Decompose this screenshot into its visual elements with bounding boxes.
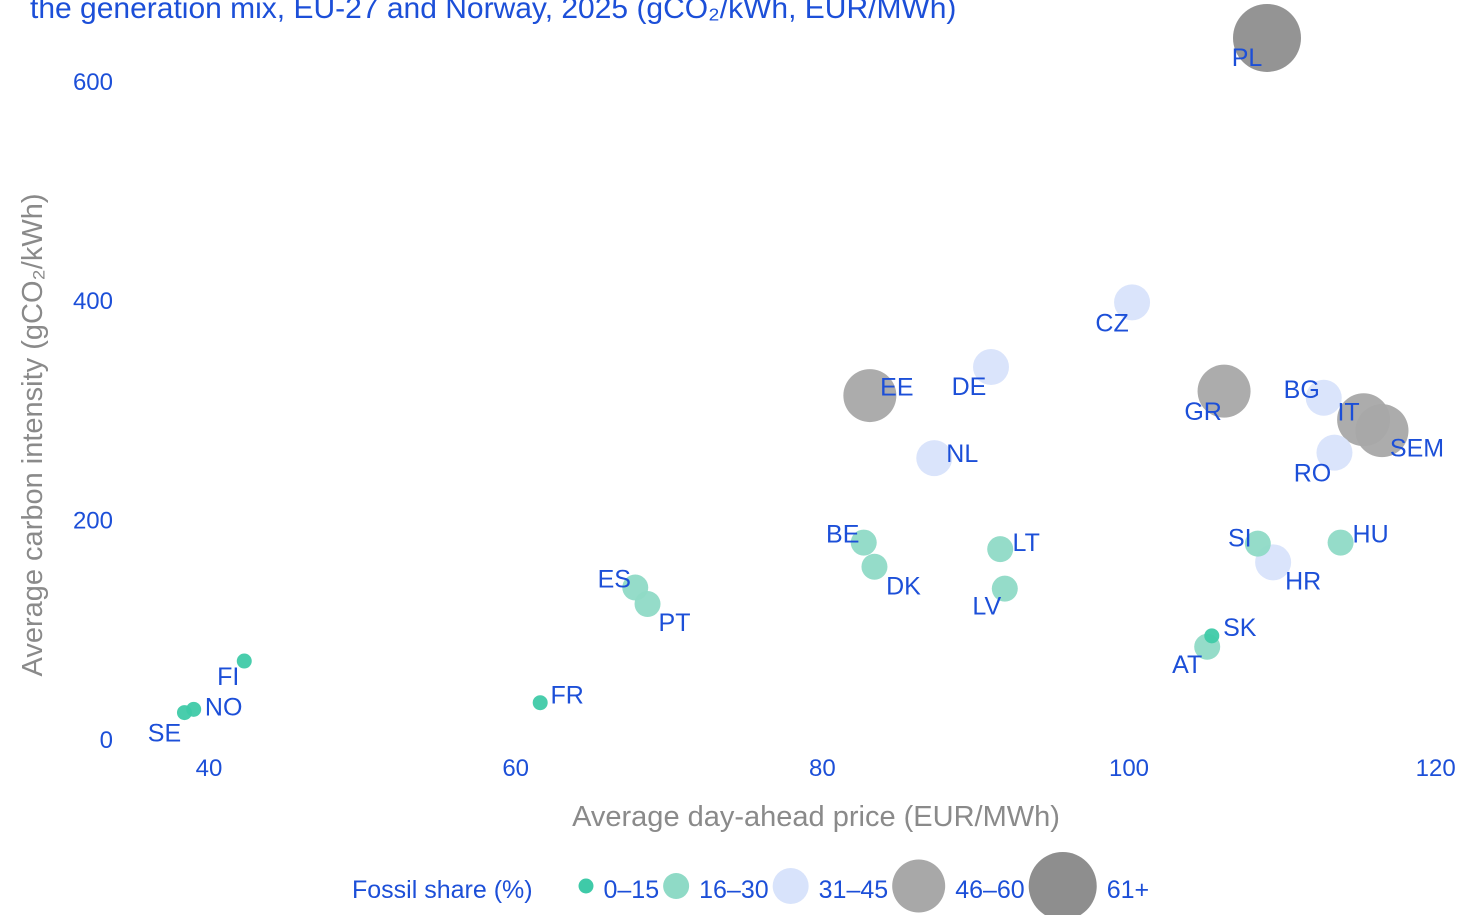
bubble — [1197, 364, 1251, 418]
bubble — [987, 536, 1014, 563]
point-label: RO — [1294, 460, 1332, 488]
bubble — [861, 553, 888, 580]
bubble — [1355, 404, 1409, 458]
point-label: EE — [880, 374, 913, 402]
bubble — [1204, 628, 1220, 644]
point-label: SE — [148, 720, 181, 748]
point-label: FR — [551, 682, 584, 710]
point-label: FI — [217, 663, 239, 691]
point-label: ES — [598, 566, 631, 594]
legend-swatch — [663, 873, 690, 899]
bubble — [973, 349, 1009, 386]
bubble — [1316, 434, 1353, 471]
bubble — [532, 695, 548, 711]
legend-label: 61+ — [1107, 876, 1149, 904]
point-label: LV — [972, 593, 1001, 621]
chart-title: the generation mix, EU-27 and Norway, 20… — [30, 0, 956, 25]
point-label: PT — [659, 609, 691, 637]
x-tick-label: 60 — [502, 755, 529, 782]
legend-label: 31–45 — [819, 876, 889, 904]
legend-label: 46–60 — [955, 876, 1025, 904]
bubble — [850, 529, 877, 556]
point-label: BE — [826, 521, 859, 549]
bubble — [916, 440, 953, 477]
legend-swatch — [892, 859, 946, 913]
bubble — [176, 705, 192, 721]
point-label: NL — [946, 440, 978, 468]
bubble — [236, 653, 252, 669]
legend-label: 16–30 — [699, 876, 769, 904]
y-tick-label: 600 — [73, 69, 113, 96]
point-label: IT — [1337, 399, 1359, 427]
legend-swatch — [1028, 852, 1097, 915]
y-tick-label: 200 — [73, 508, 113, 535]
bubble — [1327, 529, 1354, 556]
x-axis-title: Average day-ahead price (EUR/MWh) — [572, 801, 1060, 833]
x-tick-label: 80 — [809, 755, 836, 782]
point-label: HU — [1353, 521, 1389, 549]
point-label: NO — [205, 693, 243, 721]
bubble — [634, 591, 661, 617]
legend-label: 0–15 — [604, 876, 660, 904]
point-label: SK — [1223, 614, 1257, 642]
point-label: AT — [1172, 651, 1202, 679]
bubble — [1114, 284, 1151, 321]
point-label: HR — [1285, 567, 1321, 595]
point-label: GR — [1184, 398, 1222, 426]
point-label: SI — [1228, 525, 1252, 553]
bubble — [1305, 379, 1342, 416]
x-tick-label: 100 — [1109, 755, 1149, 782]
bubble — [1244, 530, 1271, 557]
legend-swatch — [772, 868, 809, 904]
x-tick-label: 120 — [1416, 755, 1456, 782]
point-label: BG — [1284, 376, 1320, 404]
y-axis-title: Average carbon intensity (gCO₂/kWh) — [17, 194, 49, 677]
bubble — [843, 369, 897, 423]
x-tick-label: 40 — [196, 755, 223, 782]
bubble — [991, 575, 1018, 602]
point-label: DE — [952, 373, 987, 401]
point-label: DK — [886, 573, 921, 601]
legend-swatch — [578, 878, 594, 894]
point-label: CZ — [1095, 309, 1128, 337]
y-tick-label: 0 — [100, 727, 113, 754]
legend-title: Fossil share (%) — [352, 876, 533, 904]
y-tick-label: 400 — [73, 288, 113, 315]
point-label: LT — [1013, 529, 1040, 557]
bubble — [1233, 3, 1301, 72]
point-label: SEM — [1390, 435, 1444, 463]
point-label: PL — [1232, 44, 1263, 72]
